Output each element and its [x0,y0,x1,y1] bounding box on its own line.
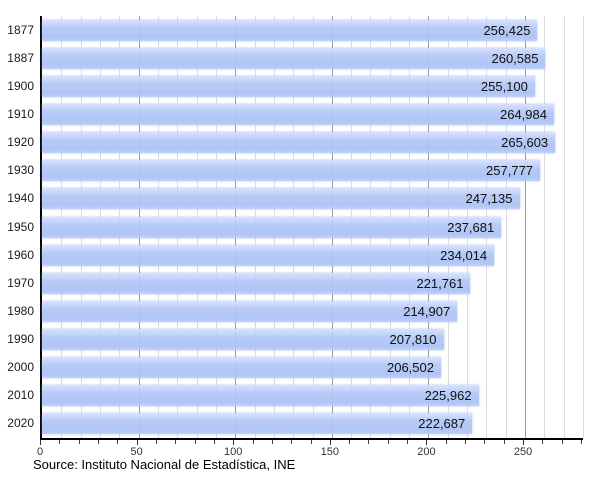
bar: 260,585 [42,47,546,69]
x-axis-tick [349,440,351,444]
x-axis-tick [503,440,505,444]
x-axis-tick [310,440,312,444]
bar: 247,135 [42,188,520,210]
y-axis-label: 1950 [7,219,34,234]
y-axis-label: 2010 [7,388,34,403]
y-axis-label: 1980 [7,303,34,318]
y-axis-label: 1910 [7,106,34,121]
plot-area: 256,425 260,585 255,100 264,984 265,603 257,7… [40,16,584,440]
bar-value-label: 247,135 [465,191,513,207]
bar-value-label: 264,984 [499,106,547,122]
y-axis-label: 2020 [7,416,34,431]
x-axis-tick [252,440,254,444]
x-axis-tick [291,440,293,444]
bar-value-label: 265,603 [501,135,549,151]
source-caption: Source: Instituto Nacional de Estadístic… [33,457,296,472]
grid-line [525,16,527,438]
bar-value-label: 256,425 [483,22,531,38]
x-axis-tick [271,440,273,444]
x-axis-tick-label: 0 [36,446,44,458]
x-axis-tick [136,440,138,445]
x-axis-tick [387,440,389,444]
y-axis-label: 1990 [7,332,34,347]
bar-value-label: 222,687 [418,416,466,432]
x-axis-tick [97,440,99,444]
x-axis-tick [233,440,235,445]
bar: 206,502 [42,357,441,379]
y-axis-label: 2000 [7,360,34,375]
grid-line [505,16,507,438]
bar-value-label: 237,681 [447,219,495,235]
y-axis-label: 1887 [7,50,34,65]
bar-value-label: 225,962 [424,388,472,404]
x-axis-tick [484,440,486,444]
bar: 256,425 [42,19,538,41]
x-axis-tick [213,440,215,444]
bar: 237,681 [42,216,502,238]
grid-line [583,16,584,438]
y-axis-label: 1970 [7,275,34,290]
bar: 255,100 [42,75,535,97]
x-axis-tick-label: 50 [130,446,143,458]
x-axis-tick [445,440,447,444]
y-axis-label: 1877 [7,22,34,37]
x-axis-tick [465,440,467,444]
grid-line [544,16,546,438]
x-axis-tick [155,440,157,444]
bar-value-label: 260,585 [491,50,539,66]
bar: 221,761 [42,272,471,294]
bar-value-label: 214,907 [403,303,451,319]
x-axis-tick [523,440,525,445]
bar-value-label: 257,777 [486,163,534,179]
y-axis-label: 1960 [7,247,34,262]
x-axis-tick [194,440,196,444]
grid-line [563,16,565,438]
y-axis-label: 1930 [7,163,34,178]
bar: 214,907 [42,300,458,322]
x-axis-tick-label: 200 [417,446,436,458]
bar-value-label: 207,810 [389,332,437,348]
x-axis-tick [426,440,428,445]
y-axis-label: 1920 [7,135,34,150]
x-axis-tick-label: 250 [513,446,533,458]
x-axis-tick [329,440,331,445]
bar: 265,603 [42,132,556,154]
y-axis-labels: 1877 1887 1900 1910 1920 1930 1940 1950 1960 1970… [0,16,34,438]
x-axis-tick [40,440,41,445]
x-axis-tick [59,440,61,444]
x-axis: 0 50 100 150 200 250 [36,440,582,462]
y-axis-label: 1940 [7,191,34,206]
x-axis-tick [581,440,582,444]
x-axis-tick [561,440,563,444]
x-axis-tick [117,440,119,444]
x-axis-tick [78,440,80,444]
x-axis-tick [175,440,177,444]
x-axis-tick-label: 150 [320,446,339,458]
bar: 234,014 [42,244,495,266]
bar: 225,962 [42,385,479,407]
bar: 264,984 [42,103,554,125]
bar: 222,687 [42,413,473,435]
y-axis-label: 1900 [7,78,34,93]
bar-value-label: 221,761 [416,275,464,291]
bar: 207,810 [42,329,444,351]
x-axis-tick [368,440,370,444]
x-axis-tick-label: 100 [224,446,243,458]
bar-value-label: 206,502 [386,360,434,376]
bar-value-label: 234,014 [440,247,488,263]
x-axis-tick [407,440,409,444]
x-axis-tick [542,440,544,444]
bar-value-label: 255,100 [480,78,528,94]
bar: 257,777 [42,160,541,182]
